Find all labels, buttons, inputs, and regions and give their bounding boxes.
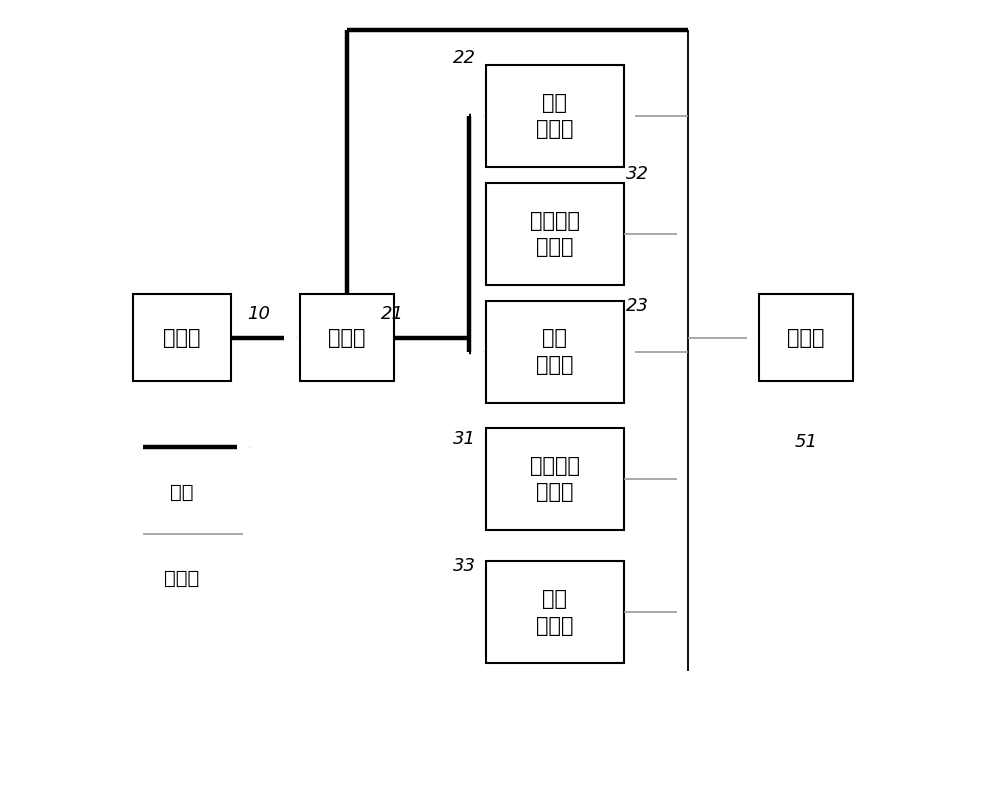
Text: 31: 31 — [453, 430, 476, 448]
Text: 通信线: 通信线 — [164, 569, 200, 588]
Text: 51: 51 — [794, 433, 817, 451]
Text: 控制器: 控制器 — [787, 327, 825, 348]
Text: 第一压力
传感器: 第一压力 传感器 — [530, 210, 580, 257]
Text: 气路: 气路 — [170, 483, 194, 502]
Text: 33: 33 — [453, 557, 476, 575]
Text: 32: 32 — [626, 165, 649, 183]
Bar — [133, 294, 231, 381]
Bar — [486, 561, 624, 663]
Bar — [486, 183, 624, 285]
Bar — [759, 294, 853, 381]
Text: 23: 23 — [626, 297, 649, 315]
Text: 第一
电磁阀: 第一 电磁阀 — [536, 93, 574, 140]
Text: 21: 21 — [381, 305, 404, 323]
Bar — [486, 65, 624, 167]
Text: 第二压力
传感器: 第二压力 传感器 — [530, 455, 580, 502]
Bar — [486, 428, 624, 530]
Bar — [300, 294, 394, 381]
Text: 10: 10 — [247, 305, 270, 323]
Text: 位置
传感器: 位置 传感器 — [536, 589, 574, 636]
Text: 比例阀: 比例阀 — [328, 327, 366, 348]
Text: 第二
电磁阀: 第二 电磁阀 — [536, 328, 574, 375]
Text: 22: 22 — [453, 49, 476, 67]
Text: 气压源: 气压源 — [163, 327, 201, 348]
Bar — [486, 301, 624, 403]
